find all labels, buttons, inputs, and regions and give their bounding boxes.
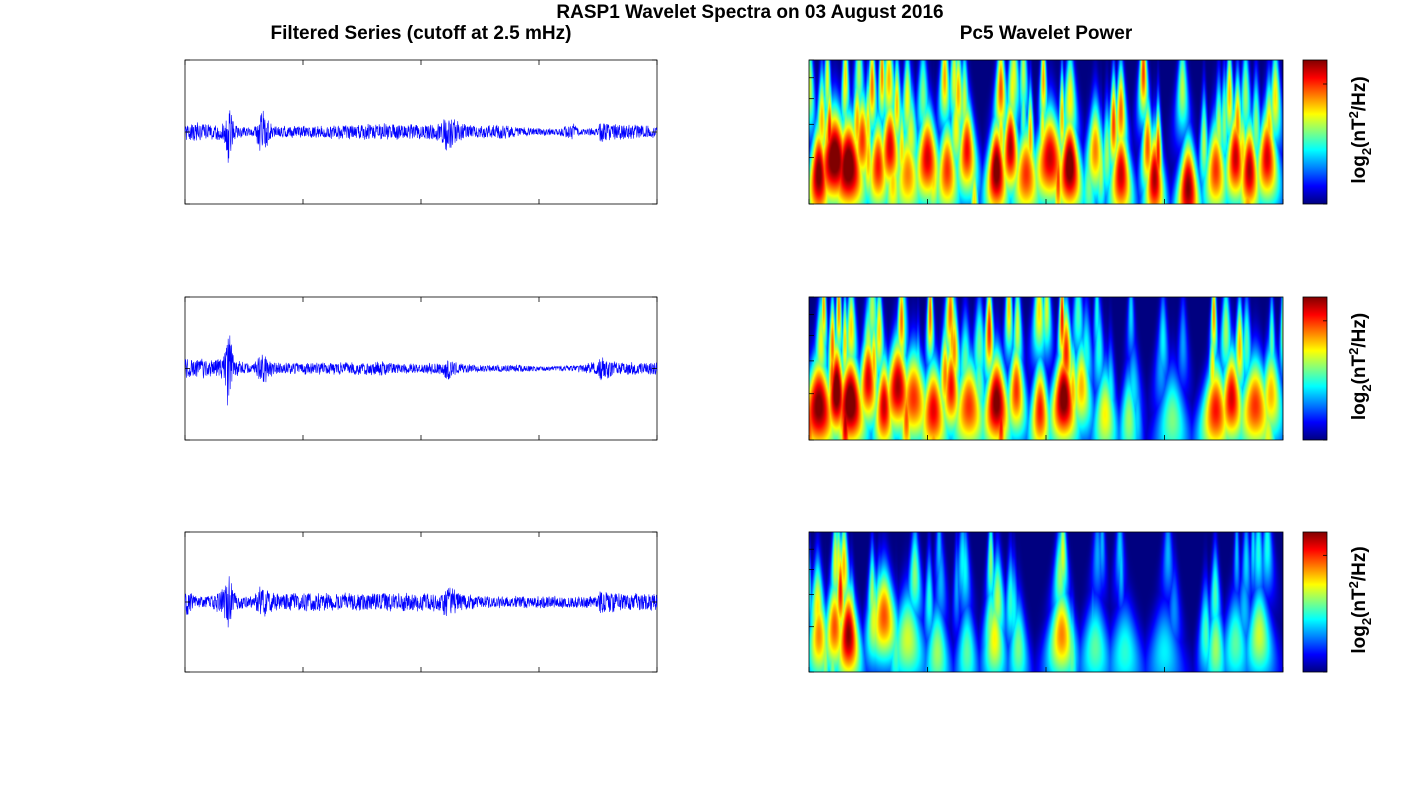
panels: log2(nT2/Hz)log2(nT2/Hz)log2(nT2/Hz) (184, 59, 1374, 673)
colorbar: log2(nT2/Hz) (1302, 296, 1374, 441)
right-column-title: Pc5 Wavelet Power (960, 23, 1133, 44)
timeseries-panel-y (184, 296, 658, 441)
colorbar-label-part: log (1349, 392, 1370, 421)
colorbar-label-part: 2 (1346, 348, 1361, 355)
colorbar-label-part: 2 (1359, 148, 1374, 155)
colorbar: log2(nT2/Hz) (1302, 59, 1374, 205)
colorbar-scale (1302, 531, 1328, 673)
colorbar-label-part: log (1349, 155, 1370, 184)
colorbar-label-part: (nT (1349, 118, 1370, 148)
colorbar-label: log2(nT2/Hz) (1346, 313, 1374, 420)
colorbar-label-part: 2 (1359, 384, 1374, 391)
colorbar-label: log2(nT2/Hz) (1346, 546, 1374, 653)
wavelet-power-image (809, 297, 1283, 440)
timeseries-panel-x (184, 59, 658, 205)
wavelet-power-image (809, 532, 1283, 672)
colorbar-label-part: /Hz) (1349, 546, 1370, 581)
colorbar-label-part: 2 (1359, 618, 1374, 625)
colorbar-label: log2(nT2/Hz) (1346, 76, 1374, 183)
timeseries-panel-z (184, 531, 658, 673)
left-column-title: Filtered Series (cutoff at 2.5 mHz) (271, 23, 572, 44)
wavelet-panel-z: log2(nT2/Hz) (808, 531, 1374, 673)
colorbar: log2(nT2/Hz) (1302, 531, 1374, 673)
wavelet-power-image (809, 60, 1283, 204)
colorbar-scale (1302, 296, 1328, 441)
colorbar-scale (1302, 59, 1328, 205)
colorbar-label-part: log (1349, 625, 1370, 654)
wavelet-panel-x: log2(nT2/Hz) (808, 59, 1374, 205)
colorbar-label-part: /Hz) (1349, 76, 1370, 111)
colorbar-label-part: /Hz) (1349, 313, 1370, 348)
colorbar-label-part: (nT (1349, 588, 1370, 618)
signal-trace-z (184, 576, 658, 628)
figure-title: RASP1 Wavelet Spectra on 03 August 2016 (556, 2, 943, 23)
signal-trace-x (184, 110, 658, 163)
colorbar-label-part: (nT (1349, 355, 1370, 385)
wavelet-panel-y: log2(nT2/Hz) (808, 296, 1374, 441)
colorbar-label-part: 2 (1346, 111, 1361, 118)
colorbar-label-part: 2 (1346, 581, 1361, 588)
signal-trace-y (184, 335, 658, 406)
